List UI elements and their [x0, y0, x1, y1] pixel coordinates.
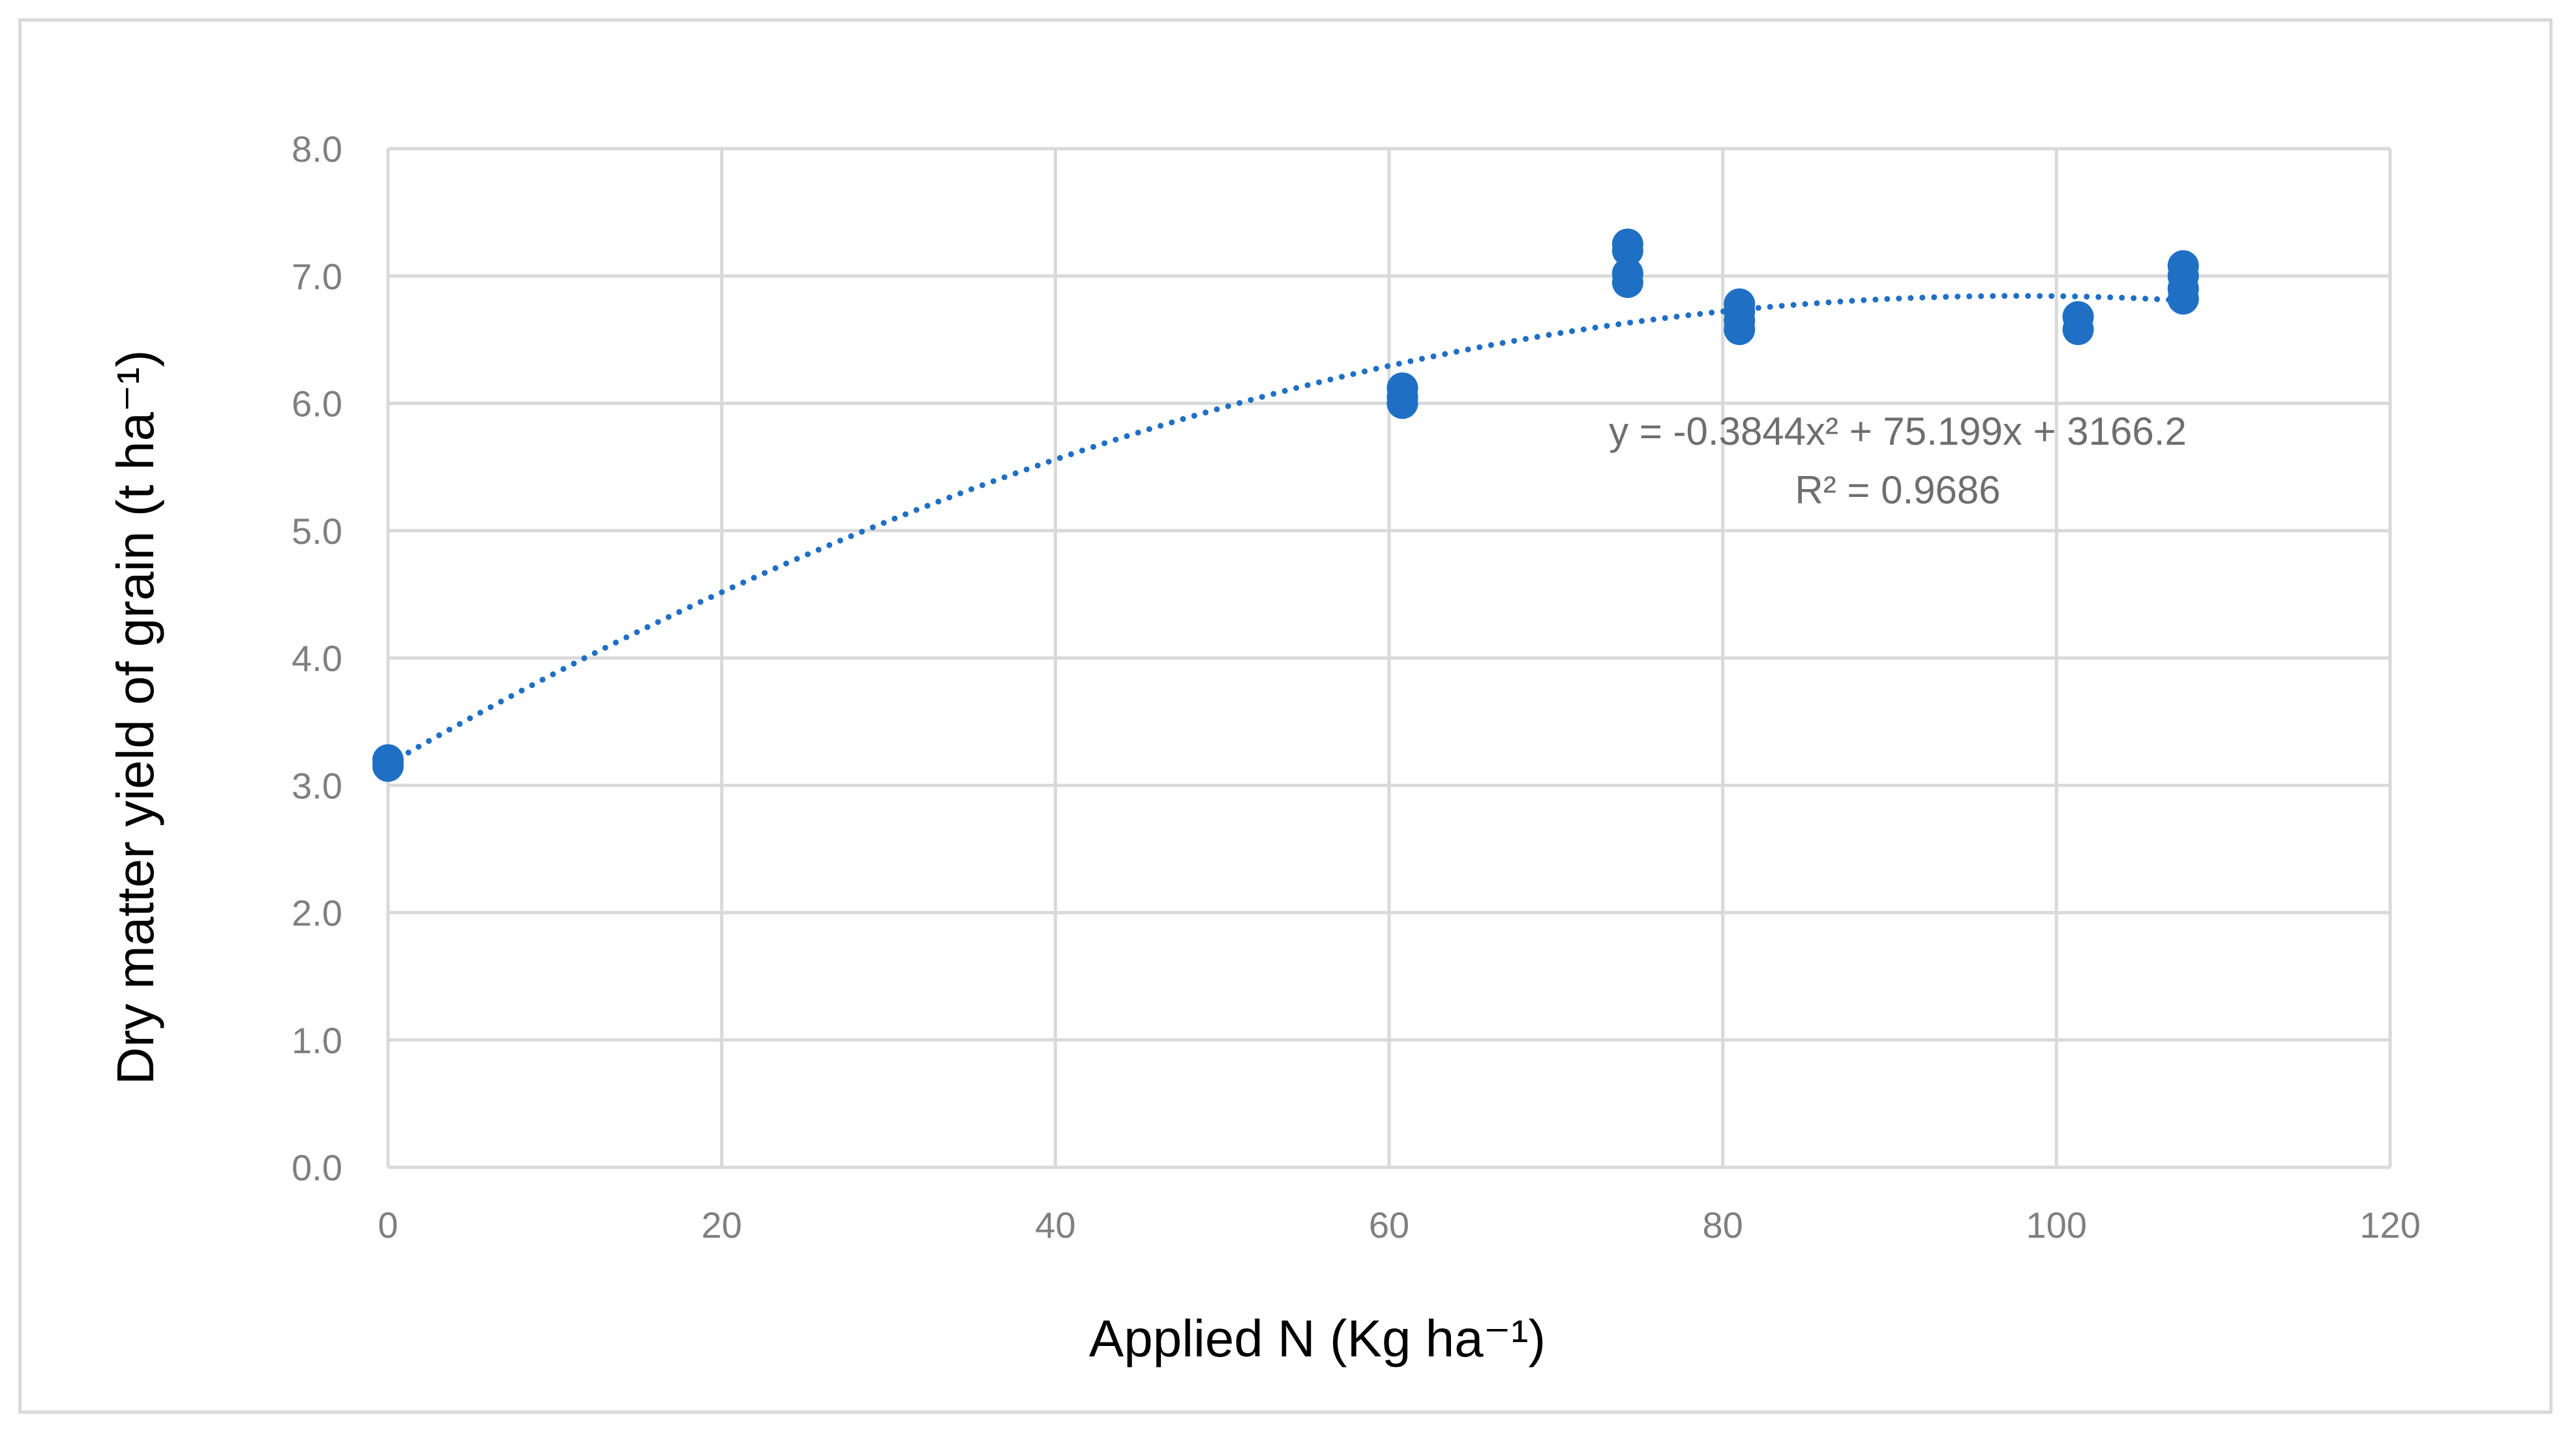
- trendline-r-squared: R² = 0.9686: [1795, 468, 2000, 512]
- chart-frame: [18, 18, 2553, 1414]
- x-tick-label: 0: [378, 1204, 398, 1246]
- data-points: [372, 228, 2199, 782]
- x-tick-label: 120: [2359, 1204, 2420, 1246]
- y-tick-label: 1.0: [292, 1020, 342, 1061]
- data-point: [1724, 288, 1756, 320]
- data-point: [2167, 250, 2199, 282]
- trendline: [385, 293, 2187, 768]
- data-point: [372, 744, 404, 776]
- y-tick-label: 4.0: [292, 638, 342, 679]
- x-tick-label: 20: [702, 1204, 742, 1246]
- trendline-equation: y = -0.3844x² + 75.199x + 3166.2: [1609, 410, 2187, 453]
- y-tick-label: 6.0: [292, 383, 342, 425]
- trendline-path: [385, 293, 2187, 768]
- y-tick-label: 5.0: [292, 511, 342, 552]
- data-point: [2062, 301, 2094, 333]
- y-tick-label: 3.0: [292, 765, 342, 806]
- tick-labels: 0.0 1.0 2.0 3.0 4.0 5.0 6.0 7.0 8.0 0 20 40 60 80 100 1…: [292, 128, 2421, 1246]
- y-tick-label: 8.0: [292, 128, 342, 170]
- y-tick-label: 7.0: [292, 256, 342, 297]
- y-axis-title: Dry matter yield of grain (t ha⁻¹): [106, 350, 164, 1085]
- data-point: [1611, 258, 1643, 290]
- data-point: [1611, 228, 1643, 260]
- gridlines: [386, 147, 2392, 1169]
- data-point: [1386, 372, 1418, 404]
- x-tick-label: 80: [1703, 1204, 1743, 1246]
- x-tick-label: 60: [1369, 1204, 1409, 1246]
- x-axis-title: Applied N (Kg ha⁻¹): [1089, 1309, 1546, 1367]
- x-tick-label: 40: [1035, 1204, 1075, 1246]
- x-tick-label: 100: [2026, 1204, 2087, 1246]
- y-tick-label: 0.0: [292, 1147, 342, 1188]
- y-tick-label: 2.0: [292, 893, 342, 934]
